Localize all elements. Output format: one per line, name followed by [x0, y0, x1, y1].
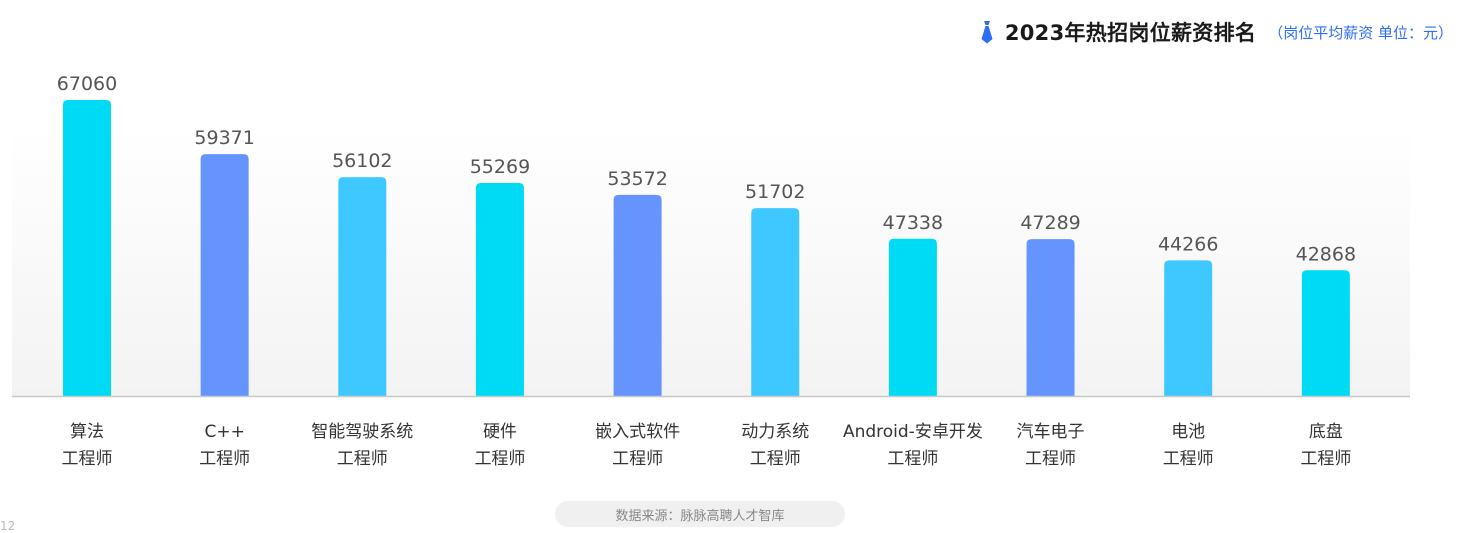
category-label: 电池 [1171, 422, 1205, 442]
bar [200, 154, 249, 396]
category-label: 工程师 [1163, 449, 1214, 469]
value-labels-group: 67060 59371 56102 55269 53572 51702 47338 47289… [57, 73, 1356, 265]
category-label: 嵌入式软件 [595, 422, 680, 442]
category-label: 工程师 [1300, 449, 1351, 469]
category-label: 工程师 [337, 449, 388, 469]
value-label: 67060 [57, 73, 117, 95]
tie-icon [981, 21, 993, 44]
category-label: C++ [204, 422, 244, 442]
value-label: 55269 [470, 156, 530, 178]
category-label: 工程师 [750, 449, 801, 469]
category-label: Android-安卓开发 [843, 422, 983, 442]
bar [1164, 260, 1213, 396]
value-label: 56102 [332, 150, 392, 172]
category-label: 工程师 [474, 449, 525, 469]
value-label: 53572 [607, 168, 667, 190]
category-label: 动力系统 [741, 422, 809, 442]
category-label: 工程师 [62, 449, 113, 469]
bar [751, 208, 800, 396]
bars-group [63, 100, 1350, 396]
data-source-note: 数据来源：脉脉高聘人才智库 [555, 501, 845, 527]
category-label: 汽车电子 [1017, 422, 1085, 442]
value-label: 51702 [745, 181, 805, 203]
chart-title-block: 2023年热招岗位薪资排名 （岗位平均薪资 单位：元） [979, 17, 1453, 47]
bar [613, 194, 662, 396]
category-label: 工程师 [1025, 449, 1076, 469]
chart-title: 2023年热招岗位薪资排名 [1004, 21, 1257, 45]
category-label: 底盘 [1309, 422, 1343, 442]
category-label: 算法 [70, 422, 104, 442]
value-label: 47338 [883, 212, 943, 234]
bar [63, 100, 111, 396]
value-label: 47289 [1020, 212, 1080, 234]
bar [475, 182, 524, 396]
category-labels-group: 算法工程师C++工程师智能驾驶系统工程师硬件工程师嵌入式软件工程师动力系统工程师… [62, 422, 1352, 469]
bar [1301, 270, 1350, 396]
bar-chart: 67060 59371 56102 55269 53572 51702 47338 47289… [12, 73, 1410, 469]
bar [888, 238, 937, 396]
category-label: 工程师 [612, 449, 663, 469]
category-label: 工程师 [887, 449, 938, 469]
value-label: 59371 [194, 127, 254, 149]
bar [1026, 239, 1075, 396]
page-number: 12 [0, 519, 16, 533]
category-label: 智能驾驶系统 [311, 422, 413, 442]
chart-subtitle: （岗位平均薪资 单位：元） [1268, 23, 1453, 42]
value-label: 42868 [1296, 243, 1356, 265]
value-label: 44266 [1158, 233, 1218, 255]
bar [338, 177, 387, 396]
category-label: 工程师 [199, 449, 250, 469]
category-label: 硬件 [483, 422, 517, 442]
